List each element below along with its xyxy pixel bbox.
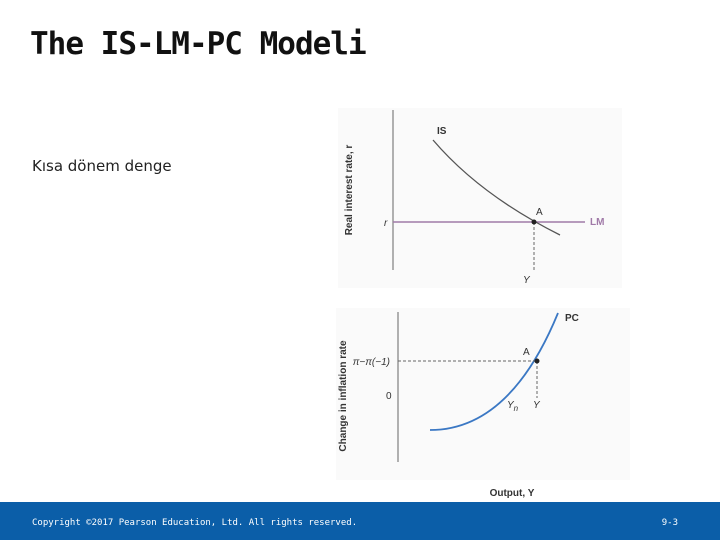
point: [531, 219, 537, 225]
slide-title: The IS-LM-PC Modeli: [30, 26, 367, 62]
figure: Real interest rate, r IS LM A r Y Change…: [336, 108, 630, 499]
point-label: A: [536, 207, 543, 218]
y-label: Y: [533, 400, 541, 411]
x-axis-label: Output, Y: [490, 488, 535, 499]
point-label: A: [523, 347, 530, 358]
is-curve: [432, 139, 561, 236]
zero-label: 0: [386, 391, 392, 402]
footer: Copyright ©2017 Pearson Education, Ltd. …: [0, 502, 720, 540]
copyright: Copyright ©2017 Pearson Education, Ltd. …: [32, 518, 358, 528]
gap-label: π−π(−1): [353, 357, 390, 368]
lm-label: LM: [590, 217, 604, 228]
yn-base: Y: [507, 400, 515, 411]
yn-label: Yn: [507, 400, 519, 413]
page-number: 9-3: [661, 518, 678, 528]
pc-label: PC: [565, 313, 579, 324]
bullet-text: Kısa dönem denge: [32, 157, 172, 175]
pc-curve: [429, 312, 559, 431]
yn-sub: n: [514, 404, 519, 413]
point: [534, 358, 540, 364]
is-label: IS: [437, 126, 447, 137]
top-panel: [338, 108, 622, 288]
r-label: r: [384, 218, 388, 229]
y-label: Y: [523, 275, 531, 286]
y-axis-label: Change in inflation rate: [338, 340, 349, 452]
y-axis-label: Real interest rate, r: [344, 145, 355, 236]
bottom-panel: [336, 308, 630, 480]
